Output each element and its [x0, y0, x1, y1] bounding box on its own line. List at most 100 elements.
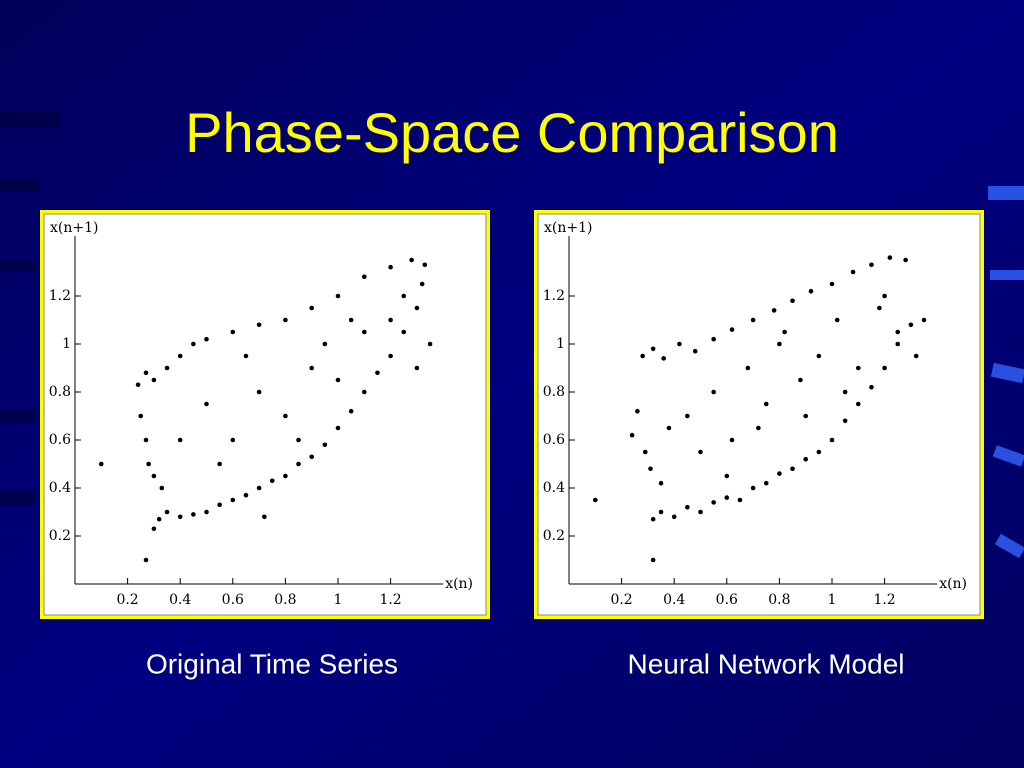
data-point — [913, 353, 919, 359]
data-point — [658, 509, 664, 515]
data-point — [658, 480, 664, 486]
y-tick-label: 1 — [556, 336, 565, 352]
data-point — [908, 322, 914, 328]
data-point — [698, 449, 703, 455]
data-point — [348, 408, 354, 414]
data-point — [642, 449, 648, 455]
data-point — [309, 365, 315, 371]
data-point — [159, 485, 165, 491]
chart-area — [537, 213, 981, 616]
data-point — [790, 466, 795, 472]
data-point — [362, 274, 367, 280]
data-point — [401, 293, 407, 299]
data-point — [763, 480, 769, 486]
y-tick-label: 0.6 — [543, 432, 565, 448]
x-axis-label: x(n) — [445, 576, 473, 592]
x-tick-label: 0.8 — [274, 592, 296, 608]
data-point — [816, 353, 822, 359]
data-point — [151, 377, 157, 383]
data-point — [869, 262, 874, 268]
data-point — [143, 370, 149, 376]
data-point — [143, 437, 149, 443]
data-point — [143, 557, 149, 563]
data-point — [243, 353, 249, 359]
data-point — [877, 305, 882, 311]
data-point — [230, 437, 236, 443]
data-point — [666, 425, 672, 431]
x-tick-label: 0.2 — [116, 592, 138, 608]
data-point — [99, 461, 104, 467]
x-tick-label: 0.6 — [716, 592, 738, 608]
data-point — [230, 329, 236, 335]
background-stripes — [0, 112, 60, 506]
data-point — [388, 264, 393, 270]
data-point — [414, 365, 420, 371]
data-point — [256, 485, 262, 491]
data-point — [903, 257, 908, 263]
data-point — [204, 336, 209, 342]
data-point — [401, 329, 407, 335]
data-point — [138, 413, 144, 419]
data-point — [335, 377, 341, 383]
data-point — [151, 526, 157, 532]
x-tick-label: 0.4 — [663, 592, 685, 608]
data-point — [698, 509, 703, 515]
data-point — [204, 401, 209, 407]
y-tick-label: 1 — [62, 336, 71, 352]
data-point — [737, 497, 743, 503]
chart-panel: 0.2 0.4 0.6 0.8 1 1.2 0.2 0.4 0.6 0.8 1 1.2 x(n+1) x(… — [40, 210, 490, 679]
x-tick-label: 0.8 — [768, 592, 790, 608]
data-point — [164, 509, 170, 515]
data-point — [230, 497, 236, 503]
data-point — [834, 317, 840, 323]
data-point — [677, 341, 682, 347]
data-point — [335, 425, 341, 431]
data-point — [745, 365, 751, 371]
data-point — [296, 437, 301, 443]
data-point — [204, 509, 209, 515]
y-axis-label: x(n+1) — [544, 220, 592, 236]
data-point — [640, 353, 645, 359]
y-axis-label: x(n+1) — [50, 220, 98, 236]
data-point — [869, 384, 874, 390]
data-point — [882, 293, 887, 299]
data-point — [635, 408, 640, 414]
data-point — [191, 341, 196, 347]
data-point — [856, 401, 861, 407]
data-point — [309, 454, 315, 460]
data-point — [671, 514, 677, 520]
data-point — [882, 365, 887, 371]
data-point — [895, 341, 901, 347]
data-point — [850, 269, 856, 275]
data-point — [262, 514, 267, 520]
data-point — [362, 329, 367, 335]
data-point — [692, 348, 698, 354]
y-tick-label: 1.2 — [49, 288, 71, 304]
y-tick-label: 0.8 — [543, 384, 565, 400]
y-tick-label: 1.2 — [543, 288, 565, 304]
chart-area — [43, 213, 487, 616]
slide-title: Phase-Space Comparison — [185, 101, 839, 164]
data-point — [409, 257, 414, 263]
data-point — [711, 336, 716, 342]
data-point — [685, 413, 690, 419]
data-point — [593, 497, 598, 503]
data-point — [164, 365, 170, 371]
data-point — [808, 288, 814, 294]
data-point — [309, 305, 315, 311]
data-point — [217, 502, 222, 508]
y-tick-label: 0.2 — [543, 528, 565, 544]
chart-panel: 0.2 0.4 0.6 0.8 1 1.2 0.2 0.4 0.6 0.8 1 1.2 x(n+1) x(… — [534, 210, 984, 679]
data-point — [256, 389, 262, 395]
data-point — [887, 255, 893, 260]
data-point — [756, 425, 761, 431]
y-tick-label: 0.6 — [49, 432, 71, 448]
data-point — [842, 389, 848, 395]
y-tick-label: 0.2 — [49, 528, 71, 544]
data-point — [427, 341, 433, 347]
data-point — [798, 377, 803, 383]
x-axis-label: x(n) — [939, 576, 967, 592]
data-point — [362, 389, 367, 395]
